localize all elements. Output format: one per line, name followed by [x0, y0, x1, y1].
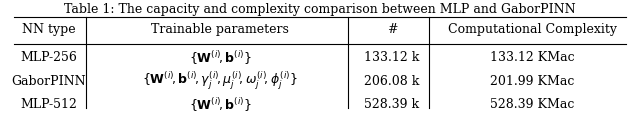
- Text: $\{$$\mathbf{W}^{(i)}\!,\mathbf{b}^{(i)}\!,\gamma_j^{(i)}\!,\mu_j^{(i)}\!,\omega: $\{$$\mathbf{W}^{(i)}\!,\mathbf{b}^{(i)}…: [142, 69, 298, 91]
- Text: NN type: NN type: [22, 23, 76, 36]
- Text: 133.12 k: 133.12 k: [364, 51, 419, 64]
- Text: $\{$$\mathbf{W}^{(i)}\!,\mathbf{b}^{(i)}$$\}$: $\{$$\mathbf{W}^{(i)}\!,\mathbf{b}^{(i)}…: [189, 48, 252, 66]
- Text: $\{$$\mathbf{W}^{(i)}\!,\mathbf{b}^{(i)}$$\}$: $\{$$\mathbf{W}^{(i)}\!,\mathbf{b}^{(i)}…: [189, 95, 252, 113]
- Text: MLP-512: MLP-512: [20, 97, 77, 110]
- Text: MLP-256: MLP-256: [20, 51, 77, 64]
- Text: 528.39 KMac: 528.39 KMac: [490, 97, 575, 110]
- Text: #: #: [387, 23, 397, 36]
- Text: Trainable parameters: Trainable parameters: [151, 23, 289, 36]
- Text: 528.39 k: 528.39 k: [364, 97, 419, 110]
- Text: 206.08 k: 206.08 k: [364, 74, 419, 87]
- Text: Table 1: The capacity and complexity comparison between MLP and GaborPINN: Table 1: The capacity and complexity com…: [64, 3, 576, 16]
- Text: GaborPINN: GaborPINN: [11, 74, 86, 87]
- Text: 133.12 KMac: 133.12 KMac: [490, 51, 575, 64]
- Text: 201.99 KMac: 201.99 KMac: [490, 74, 575, 87]
- Text: Computational Complexity: Computational Complexity: [448, 23, 617, 36]
